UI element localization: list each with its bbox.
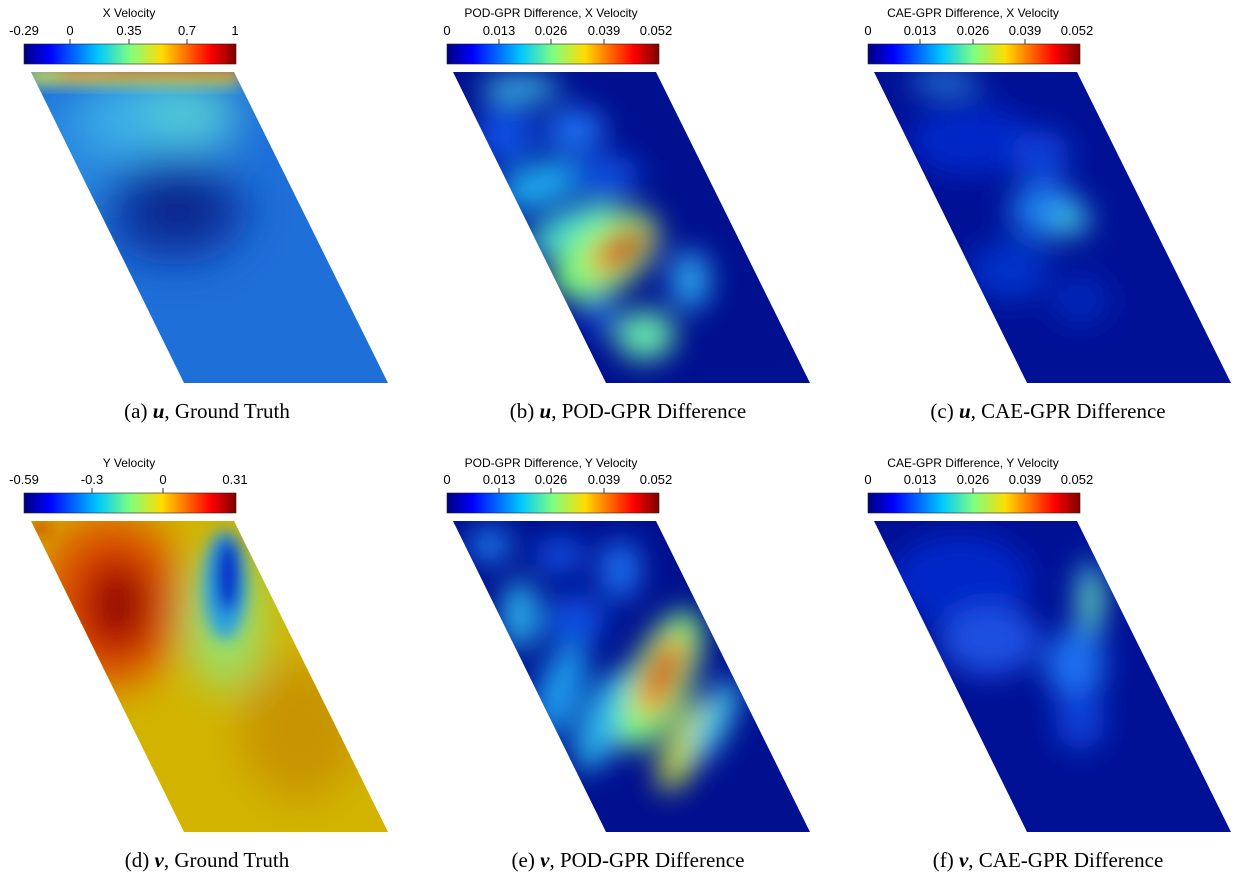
- colorbar-tick-label: 0: [864, 23, 871, 38]
- colorbar-tick-label: 0: [864, 472, 871, 487]
- colorbar-title-d: Y Velocity: [103, 456, 155, 470]
- panel-e: POD-GPR Difference, Y Velocity 0 0.013 0…: [443, 456, 810, 872]
- colorbar-tick-label: 0.35: [116, 23, 141, 38]
- colorbar-tick-label: 0.039: [588, 472, 621, 487]
- colorbar-tick-label: 0.052: [1061, 472, 1094, 487]
- colorbar-tick-label: 0.039: [1009, 23, 1042, 38]
- colorbar-tick-label: 1: [231, 23, 238, 38]
- colorbar-ticks-e: 0 0.013 0.026 0.039 0.052: [443, 472, 672, 493]
- caption-text: CAE-GPR Difference: [979, 848, 1163, 872]
- caption-text: CAE-GPR Difference: [981, 399, 1165, 423]
- caption-var: u: [959, 399, 971, 423]
- colorbar-a: [23, 43, 237, 65]
- colorbar-tick-label: 0.013: [904, 23, 937, 38]
- caption-label: (d): [125, 848, 150, 872]
- field-plot-d: [31, 521, 388, 832]
- caption-c: (c) u, CAE-GPR Difference: [930, 399, 1165, 423]
- field-plot-b: [453, 72, 810, 383]
- caption-text: POD-GPR Difference: [560, 848, 745, 872]
- colorbar-tick-label: 0.026: [535, 472, 568, 487]
- colorbar-tick-label: 0.013: [483, 23, 516, 38]
- colorbar-ticks-c: 0 0.013 0.026 0.039 0.052: [864, 23, 1093, 44]
- caption-var: v: [959, 848, 969, 872]
- caption-b: (b) u, POD-GPR Difference: [510, 399, 746, 423]
- caption-d: (d) v, Ground Truth: [125, 848, 290, 872]
- colorbar-tick-label: 0: [443, 23, 450, 38]
- colorbar-tick-label: 0.026: [957, 23, 990, 38]
- colorbar-tick-label: 0: [66, 23, 73, 38]
- caption-label: (f): [933, 848, 954, 872]
- colorbar-tick-label: 0.026: [535, 23, 568, 38]
- caption-label: (a): [124, 399, 147, 423]
- colorbar-tick-label: 0.026: [957, 472, 990, 487]
- colorbar-title-b: POD-GPR Difference, X Velocity: [464, 6, 637, 20]
- caption-label: (e): [512, 848, 535, 872]
- panel-c: CAE-GPR Difference, X Velocity 0 0.013 0…: [864, 6, 1231, 423]
- caption-var: v: [154, 848, 164, 872]
- colorbar-tick-label: 0.052: [640, 472, 673, 487]
- caption-a: (a) u, Ground Truth: [124, 399, 290, 423]
- colorbar-title-f: CAE-GPR Difference, Y Velocity: [887, 456, 1058, 470]
- colorbar-tick-label: 0.039: [1009, 472, 1042, 487]
- colorbar-tick-label: 0: [159, 472, 166, 487]
- panel-b: POD-GPR Difference, X Velocity 0 0.013 0…: [443, 6, 810, 423]
- caption-text: POD-GPR Difference: [562, 399, 747, 423]
- colorbar-title-a: X Velocity: [103, 6, 156, 20]
- field-plot-c: [874, 72, 1231, 383]
- panel-d: Y Velocity -0.59 -0.3 0 0.31 (d): [9, 456, 388, 872]
- field-plot-e: [453, 521, 810, 832]
- field-plot-f: [874, 521, 1231, 832]
- colorbar-tick-label: 0.039: [588, 23, 621, 38]
- colorbar-title-c: CAE-GPR Difference, X Velocity: [887, 6, 1059, 20]
- colorbar-tick-label: -0.29: [9, 23, 39, 38]
- colorbar-tick-label: 0.013: [904, 472, 937, 487]
- colorbar-f: [867, 492, 1081, 514]
- caption-label: (b): [510, 399, 535, 423]
- colorbar-ticks-b: 0 0.013 0.026 0.039 0.052: [443, 23, 672, 44]
- colorbar-ticks-d: -0.59 -0.3 0 0.31: [9, 472, 248, 493]
- caption-label: (c): [930, 399, 953, 423]
- colorbar-ticks-a: -0.29 0 0.35 0.7 1: [9, 23, 239, 44]
- panel-a: X Velocity -0.29 0 0.35 0.7 1: [9, 6, 388, 423]
- colorbar-b: [446, 43, 660, 65]
- colorbar-tick-label: -0.59: [9, 472, 39, 487]
- colorbar-tick-label: 0.013: [483, 472, 516, 487]
- colorbar-e: [446, 492, 660, 514]
- caption-f: (f) v, CAE-GPR Difference: [933, 848, 1164, 872]
- colorbar-c: [867, 43, 1081, 65]
- panel-f: CAE-GPR Difference, Y Velocity 0 0.013 0…: [864, 456, 1231, 872]
- colorbar-tick-label: -0.3: [81, 472, 103, 487]
- colorbar-tick-label: 0.31: [222, 472, 247, 487]
- colorbar-d: [23, 492, 237, 514]
- field-plot-a: [31, 72, 388, 383]
- caption-text: Ground Truth: [174, 848, 289, 872]
- caption-var: v: [540, 848, 550, 872]
- colorbar-tick-label: 0: [443, 472, 450, 487]
- caption-var: u: [540, 399, 552, 423]
- caption-var: u: [153, 399, 165, 423]
- colorbar-ticks-f: 0 0.013 0.026 0.039 0.052: [864, 472, 1093, 493]
- colorbar-title-e: POD-GPR Difference, Y Velocity: [465, 456, 638, 470]
- caption-text: Ground Truth: [175, 399, 290, 423]
- colorbar-tick-label: 0.052: [1061, 23, 1094, 38]
- colorbar-tick-label: 0.7: [178, 23, 196, 38]
- colorbar-tick-label: 0.052: [640, 23, 673, 38]
- caption-e: (e) v, POD-GPR Difference: [512, 848, 745, 872]
